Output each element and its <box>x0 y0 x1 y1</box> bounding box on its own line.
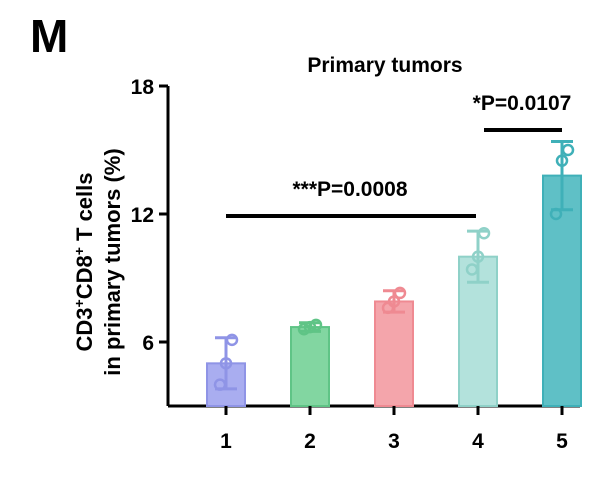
data-point <box>549 207 563 221</box>
y-tick-label: 6 <box>142 332 154 355</box>
bar <box>290 326 330 408</box>
data-point <box>471 250 485 263</box>
y-tick-label: 12 <box>131 204 154 227</box>
y-axis-title: CD3+CD8+ T cells in primary tumors (%) <box>71 148 125 375</box>
x-tick-label: 5 <box>556 430 568 453</box>
bar <box>374 300 414 408</box>
data-point <box>555 154 569 167</box>
data-point <box>465 263 479 276</box>
y-axis-title-line1: CD3+CD8+ T cells <box>71 173 97 352</box>
x-tick-label: 3 <box>388 430 400 453</box>
data-point <box>561 143 575 157</box>
y-tick-label: 18 <box>131 76 155 99</box>
data-point <box>303 320 317 334</box>
x-tick-label: 4 <box>472 430 484 453</box>
data-point <box>393 286 407 300</box>
x-tick-label: 1 <box>220 430 232 453</box>
x-tick-label: 2 <box>304 430 316 453</box>
data-point <box>477 226 491 240</box>
y-axis-title-line2: in primary tumors (%) <box>100 148 125 375</box>
data-point <box>213 378 227 391</box>
significance-label: ***P=0.0008 <box>292 178 407 201</box>
significance-label: *P=0.0107 <box>473 92 572 115</box>
data-point <box>297 322 311 336</box>
data-point <box>309 318 323 332</box>
data-point <box>387 295 401 308</box>
chart-title: Primary tumors <box>307 54 462 77</box>
panel-label: M <box>30 10 68 62</box>
data-point <box>225 333 239 347</box>
data-point <box>219 357 233 370</box>
